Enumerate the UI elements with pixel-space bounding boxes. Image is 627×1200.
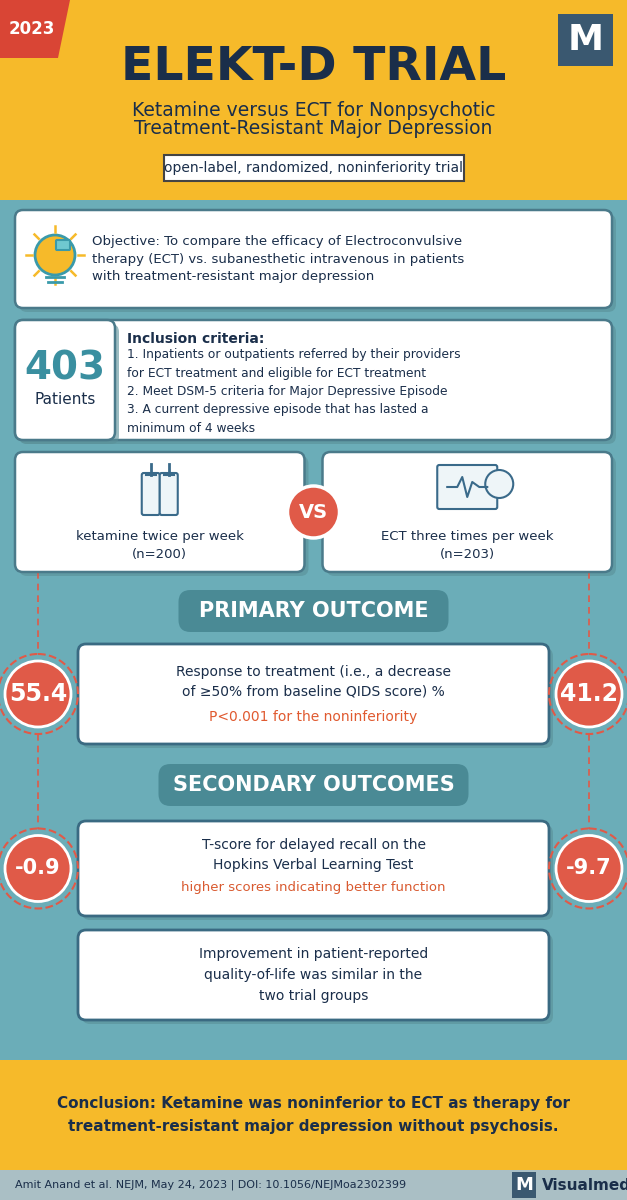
Text: SECONDARY OUTCOMES: SECONDARY OUTCOMES	[172, 775, 455, 794]
FancyBboxPatch shape	[160, 473, 177, 515]
Text: VS: VS	[299, 503, 328, 522]
Text: 55.4: 55.4	[9, 682, 67, 706]
FancyBboxPatch shape	[19, 456, 308, 576]
Text: PRIMARY OUTCOME: PRIMARY OUTCOME	[199, 601, 428, 622]
FancyBboxPatch shape	[15, 210, 612, 308]
Text: 3. A current depressive episode that has lasted a: 3. A current depressive episode that has…	[127, 403, 428, 416]
FancyBboxPatch shape	[19, 214, 616, 312]
Text: Objective: To compare the efficacy of Electroconvulsive
therapy (ECT) vs. subane: Objective: To compare the efficacy of El…	[92, 235, 464, 283]
Text: M: M	[515, 1176, 533, 1194]
Text: Amit Anand et al. NEJM, May 24, 2023 | DOI: 10.1056/NEJMoa2302399: Amit Anand et al. NEJM, May 24, 2023 | D…	[15, 1180, 406, 1190]
Bar	[0, 1060, 627, 1170]
Text: T-score for delayed recall on the
Hopkins Verbal Learning Test: T-score for delayed recall on the Hopkin…	[201, 839, 426, 871]
Circle shape	[288, 486, 339, 538]
FancyBboxPatch shape	[15, 320, 612, 440]
Text: M: M	[567, 23, 604, 56]
Circle shape	[556, 835, 622, 901]
Bar	[0, 1170, 627, 1200]
Circle shape	[485, 470, 514, 498]
FancyBboxPatch shape	[15, 452, 305, 572]
Bar	[0, 0, 627, 200]
Text: -0.9: -0.9	[15, 858, 61, 878]
Circle shape	[35, 235, 75, 275]
Text: 403: 403	[24, 349, 105, 386]
Text: Treatment-Resistant Major Depression: Treatment-Resistant Major Depression	[134, 119, 493, 138]
Polygon shape	[0, 0, 70, 58]
FancyBboxPatch shape	[19, 324, 119, 444]
FancyBboxPatch shape	[82, 934, 553, 1024]
Circle shape	[5, 661, 71, 727]
Text: 1. Inpatients or outpatients referred by their providers: 1. Inpatients or outpatients referred by…	[127, 348, 461, 361]
Text: Response to treatment (i.e., a decrease
of ≥50% from baseline QIDS score) %: Response to treatment (i.e., a decrease …	[176, 665, 451, 698]
FancyBboxPatch shape	[322, 452, 612, 572]
FancyBboxPatch shape	[82, 648, 553, 748]
FancyBboxPatch shape	[512, 1172, 536, 1198]
Text: Visualmed: Visualmed	[542, 1177, 627, 1193]
Text: higher scores indicating better function: higher scores indicating better function	[181, 882, 446, 894]
FancyBboxPatch shape	[437, 464, 497, 509]
Text: -9.7: -9.7	[566, 858, 612, 878]
FancyBboxPatch shape	[327, 456, 616, 576]
Circle shape	[556, 661, 622, 727]
FancyBboxPatch shape	[78, 644, 549, 744]
Text: ketamine twice per week
(n=200): ketamine twice per week (n=200)	[76, 530, 244, 560]
FancyBboxPatch shape	[179, 590, 448, 632]
FancyBboxPatch shape	[159, 764, 468, 806]
FancyBboxPatch shape	[558, 14, 613, 66]
Text: Conclusion: Ketamine was noninferior to ECT as therapy for
treatment-resistant m: Conclusion: Ketamine was noninferior to …	[57, 1097, 570, 1134]
Text: minimum of 4 weeks: minimum of 4 weeks	[127, 422, 255, 434]
FancyBboxPatch shape	[78, 930, 549, 1020]
FancyBboxPatch shape	[15, 320, 115, 440]
Text: ELEKT-D TRIAL: ELEKT-D TRIAL	[121, 46, 506, 90]
FancyBboxPatch shape	[19, 324, 616, 444]
Text: P<0.001 for the noninferiority: P<0.001 for the noninferiority	[209, 710, 418, 724]
Bar	[0, 200, 627, 1060]
Text: 2. Meet DSM-5 criteria for Major Depressive Episode: 2. Meet DSM-5 criteria for Major Depress…	[127, 385, 448, 398]
Text: 2023: 2023	[9, 20, 55, 38]
Text: open-label, randomized, noninferiority trial: open-label, randomized, noninferiority t…	[164, 161, 463, 175]
Text: Ketamine versus ECT for Nonpsychotic: Ketamine versus ECT for Nonpsychotic	[132, 101, 495, 120]
FancyBboxPatch shape	[78, 821, 549, 916]
Text: for ECT treatment and eligible for ECT treatment: for ECT treatment and eligible for ECT t…	[127, 366, 426, 379]
FancyBboxPatch shape	[142, 473, 160, 515]
FancyBboxPatch shape	[56, 240, 70, 250]
Text: Inclusion criteria:: Inclusion criteria:	[127, 332, 265, 346]
Text: Patients: Patients	[34, 392, 96, 408]
Text: 41.2: 41.2	[560, 682, 618, 706]
Text: Improvement in patient-reported
quality-of-life was similar in the
two trial gro: Improvement in patient-reported quality-…	[199, 948, 428, 1003]
Circle shape	[5, 835, 71, 901]
FancyBboxPatch shape	[82, 826, 553, 920]
FancyBboxPatch shape	[164, 155, 463, 181]
Text: ECT three times per week
(n=203): ECT three times per week (n=203)	[381, 530, 554, 560]
